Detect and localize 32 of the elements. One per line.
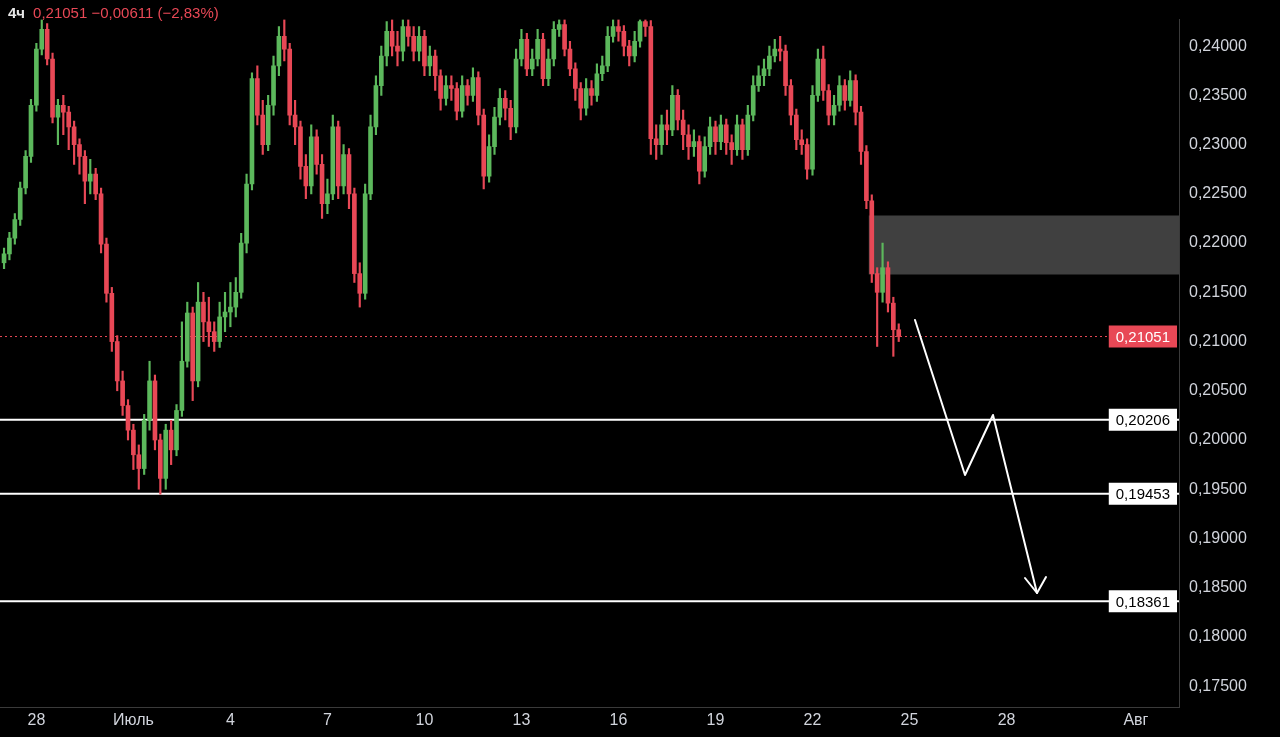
x-tick-label: 7 <box>322 710 332 728</box>
y-tick-label: 0,23500 <box>1189 85 1247 103</box>
y-tick-label: 0,21500 <box>1189 282 1247 300</box>
y-tick-label: 0,18500 <box>1189 578 1247 596</box>
y-tick-label: 0,20500 <box>1189 381 1247 399</box>
y-tick-label: 0,24000 <box>1189 36 1247 54</box>
ref-line-label: 0,19453 <box>1115 485 1171 502</box>
ref-line-label: 0,20206 <box>1115 410 1171 428</box>
x-tick-label: Июль <box>112 710 154 728</box>
y-tick-label: 0,19500 <box>1189 479 1247 497</box>
x-tick-label: 16 <box>609 710 628 728</box>
chart-subtitle: 0,21051 −0,00611 (−2,83%) <box>33 4 219 21</box>
x-tick-label: 22 <box>803 710 822 728</box>
ref-line-label: 0,21051 <box>1115 327 1171 345</box>
chart-title: 4ч <box>8 4 26 21</box>
x-tick-label: 13 <box>512 710 531 728</box>
y-tick-label: 0,23000 <box>1189 135 1247 153</box>
x-tick-label: 19 <box>706 710 725 728</box>
x-tick-label: 28 <box>27 710 46 728</box>
y-tick-label: 0,22500 <box>1189 184 1247 202</box>
x-tick-label: Авг <box>1123 710 1149 728</box>
y-tick-label: 0,21000 <box>1189 331 1247 349</box>
y-tick-label: 0,19000 <box>1189 528 1247 546</box>
x-tick-label: 4 <box>225 710 235 728</box>
y-tick-label: 0,20000 <box>1189 430 1247 448</box>
y-tick-label: 0,22000 <box>1189 233 1247 251</box>
x-tick-label: 28 <box>997 710 1016 728</box>
y-tick-label: 0,17500 <box>1189 676 1247 694</box>
ref-line-label: 0,18361 <box>1115 592 1171 610</box>
x-tick-label: 25 <box>900 710 919 728</box>
x-tick-label: 10 <box>415 710 434 728</box>
y-tick-label: 0,18000 <box>1189 627 1247 645</box>
